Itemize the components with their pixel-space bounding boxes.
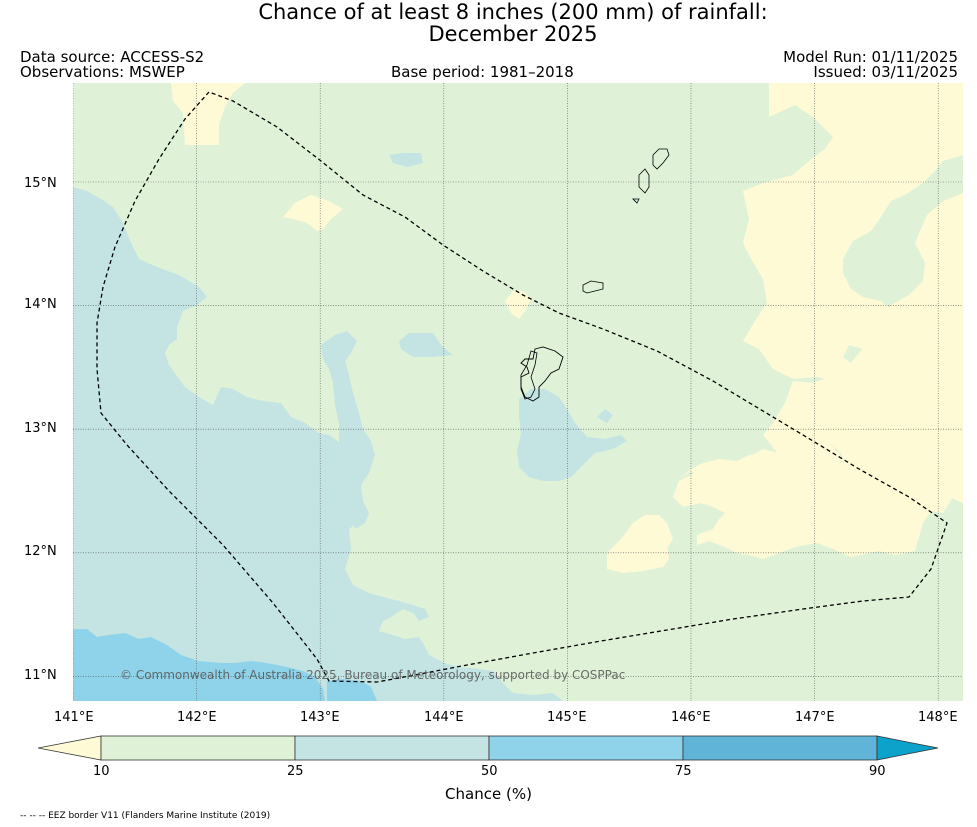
chance-50-75-southwest [73, 629, 325, 701]
lon-tick-147e: 147°E [795, 710, 835, 725]
copyright-notice: © Commonwealth of Australia 2025, Bureau… [120, 668, 625, 682]
lon-tick-142e: 142°E [177, 710, 217, 725]
lon-tick-146e: 146°E [671, 710, 711, 725]
tinian-island [638, 168, 650, 194]
lat-tick-11n: 11°N [24, 668, 57, 683]
colorbar-50-75 [488, 735, 684, 761]
aguijan-island [632, 198, 640, 204]
chance-50-75-south-strip [327, 679, 377, 701]
lat-tick-12n: 12°N [24, 544, 57, 559]
colorbar-tick-50: 50 [481, 764, 498, 779]
eez-border [96, 91, 948, 683]
colorbar-tick-75: 75 [675, 764, 692, 779]
map-title-line1: Chance of at least 8 inches (200 mm) of … [258, 0, 768, 24]
guam-outline [520, 346, 564, 402]
data-source-label: Data source: ACCESS-S2 [20, 48, 205, 66]
chance-below-10-small-patch [505, 291, 531, 319]
observations-label: Observations: MSWEP [20, 63, 185, 81]
lon-tick-148e: 148°E [918, 710, 958, 725]
lon-tick-144e: 144°E [424, 710, 464, 725]
colorbar-below-10-triangle [38, 735, 102, 761]
rainfall-map: © Commonwealth of Australia 2025, Bureau… [73, 83, 963, 701]
colorbar-tick-10: 10 [93, 764, 110, 779]
lon-tick-141e: 141°E [54, 710, 94, 725]
chance-below-10-mid-right [679, 453, 813, 523]
chance-below-10-right-mid [763, 193, 963, 503]
colorbar-10-25 [100, 735, 296, 761]
chance-25-50-tiny-patch [597, 409, 613, 423]
chance-below-10-right [715, 83, 963, 381]
eez-footnote: -- -- -- EEZ border V11 (Flanders Marine… [20, 811, 271, 821]
chance-below-10-lower-patch [607, 545, 669, 573]
saipan-island [652, 148, 670, 170]
colorbar-75-90 [682, 735, 878, 761]
islands [520, 148, 670, 400]
chance-25-50-small-patch [389, 153, 423, 167]
colorbar-above-90-triangle [876, 735, 939, 761]
colorbar-tick-25: 25 [287, 764, 304, 779]
guam-island [520, 350, 538, 400]
colorbar-25-50 [294, 735, 490, 761]
chance-25-50-mid-patch [399, 333, 453, 357]
issued-label: Issued: 03/11/2025 [813, 63, 958, 81]
base-period-label: Base period: 1981–2018 [391, 63, 574, 81]
chance-25-50-central [321, 331, 375, 529]
model-run-label: Model Run: 01/11/2025 [783, 48, 958, 66]
lat-tick-13n: 13°N [24, 421, 57, 436]
colorbar [38, 735, 939, 761]
lon-tick-145e: 145°E [547, 710, 587, 725]
colorbar-tick-90: 90 [869, 764, 886, 779]
colorbar-label: Chance (%) [445, 785, 532, 803]
graticule [73, 83, 963, 701]
lat-tick-14n: 14°N [24, 297, 57, 312]
map-title-line2: December 2025 [428, 22, 598, 46]
chance-below-10-north-patch [283, 195, 343, 231]
lat-tick-15n: 15°N [24, 176, 57, 191]
rota-island [582, 280, 604, 294]
chance-25-50-island-patch [517, 389, 627, 481]
lon-tick-143e: 143°E [300, 710, 340, 725]
chance-25-50-west [73, 187, 563, 701]
